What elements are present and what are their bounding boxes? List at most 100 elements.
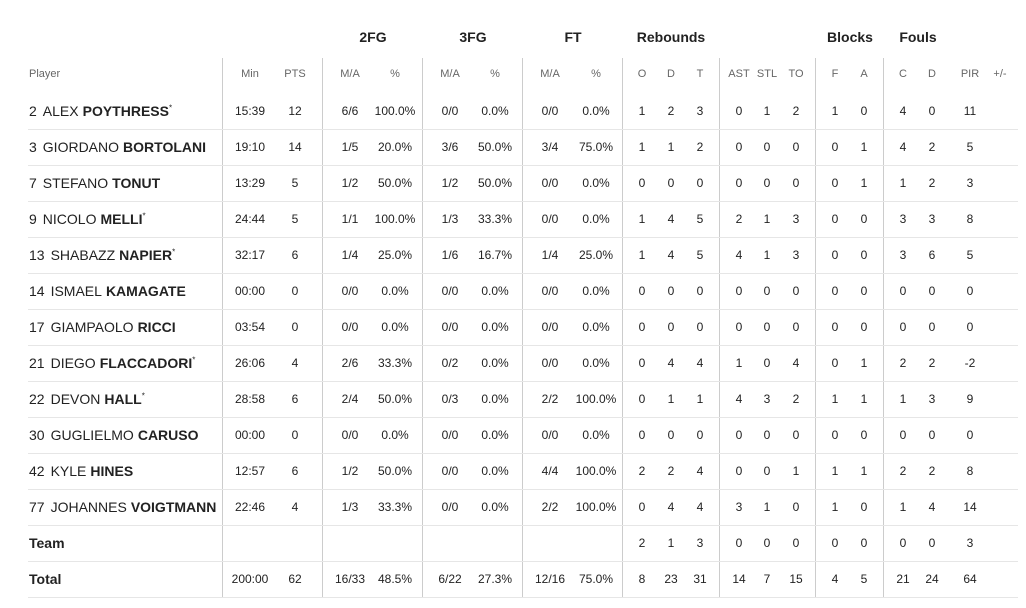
stat-cell: 4 — [291, 356, 299, 370]
stat-cell: 0 — [831, 536, 839, 550]
jersey-number: 22 — [29, 391, 45, 407]
first-name: GIAMPAOLO — [50, 319, 134, 335]
row-separator — [28, 273, 1018, 274]
stat-cell: 0 — [291, 284, 299, 298]
stat-cell: 0.0% — [582, 320, 610, 334]
starter-mark: * — [192, 355, 196, 365]
stat-cell: 5 — [860, 572, 868, 586]
stat-cell: 1 — [831, 392, 839, 406]
stat-cell: 50.0% — [477, 140, 513, 154]
stat-cell: 0 — [291, 320, 299, 334]
stat-cell: 0/0 — [541, 176, 559, 190]
stat-cell: 1/1 — [341, 212, 359, 226]
stat-cell: 3 — [792, 248, 800, 262]
stat-cell: 1/5 — [341, 140, 359, 154]
stat-cell: 19:10 — [234, 140, 266, 154]
stat-cell: 0 — [763, 320, 771, 334]
group-header: FT — [564, 29, 582, 45]
stat-cell: 1/2 — [341, 176, 359, 190]
stat-cell: 0/0 — [541, 356, 559, 370]
stat-cell: 64 — [963, 572, 977, 586]
stat-cell: 2 — [735, 212, 743, 226]
stat-cell: 1 — [667, 140, 675, 154]
column-header: A — [860, 68, 868, 80]
stat-cell: 2 — [928, 356, 936, 370]
stat-cell: 0.0% — [582, 428, 610, 442]
stat-cell: 5 — [291, 176, 299, 190]
stat-cell: 0 — [860, 212, 868, 226]
stat-cell: 0 — [831, 176, 839, 190]
stat-cell: 3 — [966, 536, 974, 550]
column-divider — [622, 58, 623, 598]
stat-cell: 0 — [638, 284, 646, 298]
stat-cell: 0 — [792, 428, 800, 442]
stat-cell: 0 — [735, 140, 743, 154]
stat-cell: 62 — [288, 572, 302, 586]
stat-cell: 0 — [763, 536, 771, 550]
stat-cell: 3/4 — [541, 140, 559, 154]
stat-cell: 6/6 — [341, 104, 359, 118]
player-name: 30 GUGLIELMO CARUSO — [29, 427, 199, 443]
stat-cell: 1 — [667, 536, 675, 550]
column-header: Min — [241, 68, 259, 80]
first-name: DIEGO — [50, 355, 96, 371]
stat-cell: 27.3% — [477, 572, 513, 586]
stat-cell: 0/3 — [441, 392, 459, 406]
jersey-number: 7 — [29, 175, 37, 191]
stat-cell: 8 — [966, 212, 974, 226]
stat-cell: 0/0 — [541, 104, 559, 118]
stat-cell: 4 — [696, 500, 704, 514]
stat-cell: 2 — [638, 536, 646, 550]
column-divider — [522, 58, 523, 598]
stat-cell: 3 — [763, 392, 771, 406]
stat-cell: 8 — [966, 464, 974, 478]
stat-cell: 0.0% — [481, 500, 509, 514]
player-name: Team — [29, 535, 65, 551]
group-header: Fouls — [899, 29, 937, 45]
last-name: MELLI — [100, 211, 143, 227]
stat-cell: 75.0% — [578, 572, 614, 586]
stat-cell: 1 — [899, 500, 907, 514]
stat-cell: 1 — [696, 392, 704, 406]
stat-cell: 1 — [860, 356, 868, 370]
stat-cell: 1/2 — [441, 176, 459, 190]
stat-cell: 0 — [735, 176, 743, 190]
stat-cell: 0 — [831, 140, 839, 154]
stat-cell: 2 — [928, 464, 936, 478]
stat-cell: 1 — [899, 176, 907, 190]
stat-cell: 0 — [966, 428, 974, 442]
player-name: 7 STEFANO TONUT — [29, 175, 160, 191]
stat-cell: 0 — [860, 248, 868, 262]
stat-cell: 1 — [860, 392, 868, 406]
group-header: Blocks — [827, 29, 873, 45]
stat-cell: 4 — [928, 500, 936, 514]
last-name: HINES — [90, 463, 134, 479]
first-name: ALEX — [42, 103, 79, 119]
player-name: 42 KYLE HINES — [29, 463, 133, 479]
row-separator — [28, 381, 1018, 382]
last-name: CARUSO — [137, 427, 199, 443]
row-separator — [28, 237, 1018, 238]
column-divider — [719, 58, 720, 598]
first-name: GIORDANO — [42, 139, 120, 155]
row-separator — [28, 453, 1018, 454]
stat-cell: 50.0% — [377, 464, 413, 478]
last-name: HALL — [104, 391, 142, 407]
stat-cell: 50.0% — [377, 176, 413, 190]
stat-cell: 0 — [763, 428, 771, 442]
starter-mark: * — [168, 103, 173, 113]
stat-cell: 6 — [291, 248, 299, 262]
stat-cell: 0.0% — [481, 356, 509, 370]
stat-cell: 20.0% — [377, 140, 413, 154]
stat-cell: 33.3% — [377, 500, 413, 514]
stat-cell: 14 — [732, 572, 746, 586]
stat-cell: 0 — [696, 176, 704, 190]
stat-cell: 0 — [831, 428, 839, 442]
stat-cell: 0 — [638, 428, 646, 442]
stat-cell: 4 — [735, 248, 743, 262]
stat-cell: 0/0 — [441, 104, 459, 118]
stat-cell: 4 — [831, 572, 839, 586]
column-header: C — [899, 68, 907, 80]
stat-cell: 13:29 — [234, 176, 266, 190]
stat-cell: 2 — [792, 104, 800, 118]
